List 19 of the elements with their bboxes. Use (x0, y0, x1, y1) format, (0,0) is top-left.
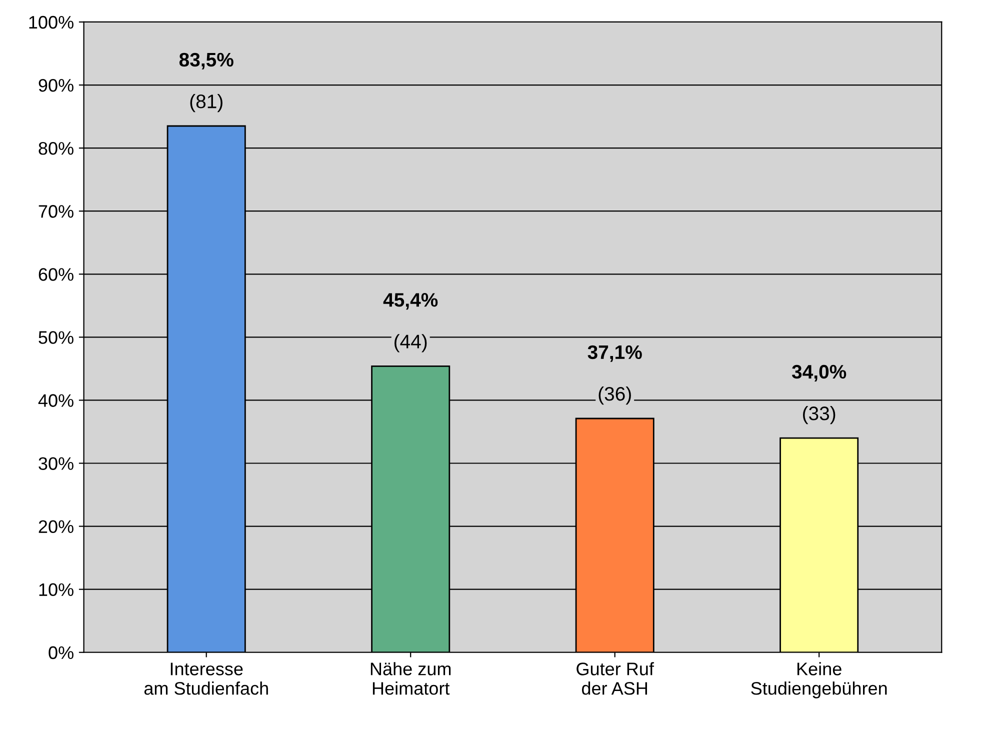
y-tick-label: 70% (38, 205, 74, 218)
text: 83,5% (81) (179, 52, 234, 112)
y-tick-label: 10% (39, 583, 74, 596)
x-tick-label: Keine Studiengebühren (751, 662, 887, 698)
x-tick-label: Guter Ruf der ASH (576, 662, 654, 695)
y-tick-label: 60% (38, 268, 74, 281)
y-tick-label: 0% (48, 646, 74, 660)
y-tick-label: 90% (38, 78, 74, 92)
text: 37,1% (36) (588, 345, 642, 405)
text: 45,4% (44) (383, 293, 438, 352)
y-tick-label: 100% (29, 16, 74, 29)
y-tick-label: 30% (38, 457, 74, 470)
x-tick-label: Interesse am Studienfach (144, 662, 268, 695)
y-tick-label: 80% (38, 142, 74, 155)
y-tick-label: 50% (38, 331, 74, 344)
y-tick-label: 20% (38, 520, 74, 534)
y-tick-label: 40% (38, 394, 74, 407)
x-tick-label: Nähe zum Heimatort (370, 662, 451, 695)
text: 34,0% (33) (792, 364, 846, 424)
